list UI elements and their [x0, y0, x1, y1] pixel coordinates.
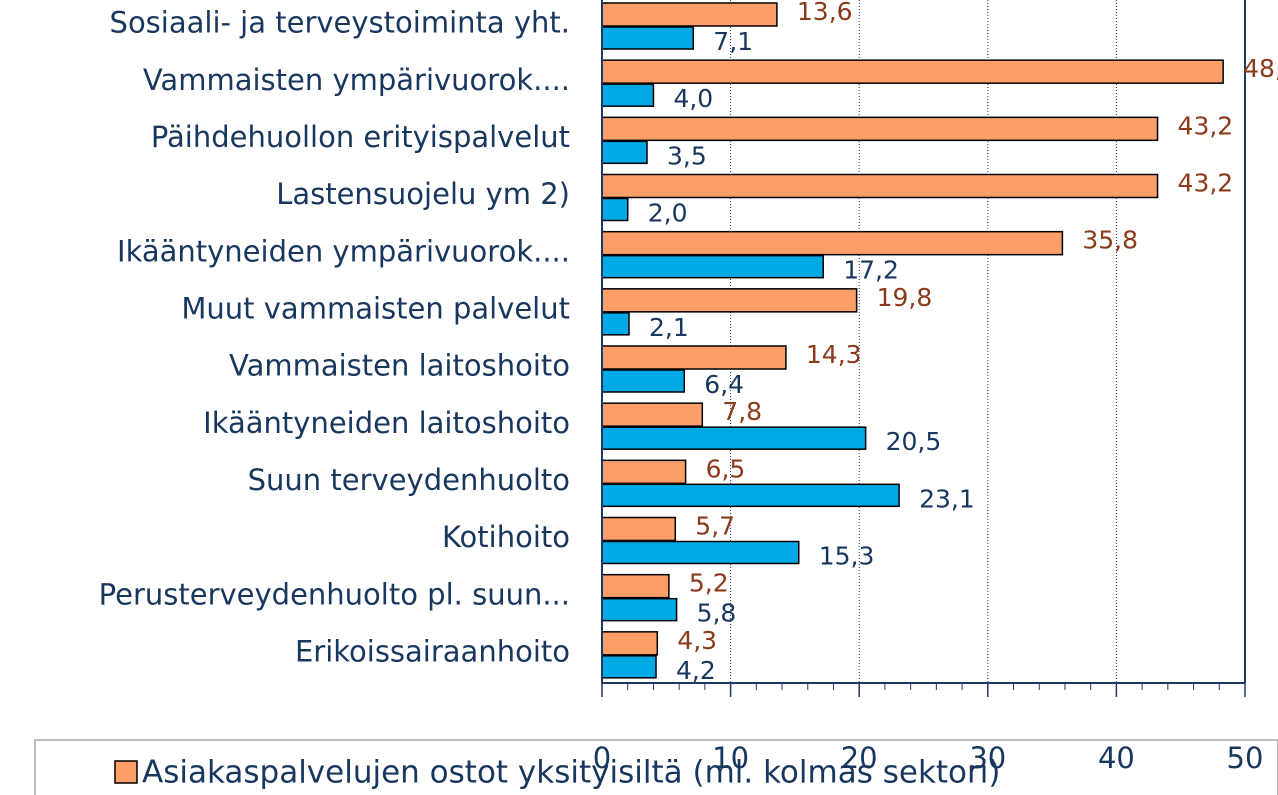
category-label: Erikoissairaanhoito — [295, 634, 570, 668]
bar — [601, 26, 695, 50]
bar — [601, 59, 1224, 84]
value-label: 15,3 — [819, 542, 875, 571]
value-label: 20,5 — [886, 427, 942, 456]
value-label: 5,2 — [689, 569, 729, 598]
value-label: 3,5 — [667, 141, 707, 170]
value-label: 6,4 — [704, 370, 744, 399]
bar — [601, 573, 670, 599]
x-tick-label: 0 — [593, 741, 611, 775]
value-label: 13,6 — [797, 0, 853, 26]
x-tick-label: 10 — [712, 741, 749, 775]
bar — [601, 459, 687, 485]
category-label: Perusterveydenhuolto pl. suun... — [99, 577, 570, 611]
category-label: Vammaisten ympärivuorok.... — [143, 63, 570, 97]
bar — [601, 402, 704, 427]
bar — [601, 345, 787, 370]
value-label: 23,1 — [919, 484, 975, 513]
bar — [601, 83, 655, 107]
bar — [601, 540, 800, 565]
bar — [601, 597, 678, 622]
legend-box — [34, 739, 1278, 795]
legend-label: Asiakaspalvelujen ostot yksityisiltä (ml… — [142, 755, 1000, 791]
value-label: 2,0 — [648, 199, 688, 228]
bar — [601, 369, 686, 393]
category-label: Vammaisten laitoshoito — [229, 349, 570, 383]
value-label: 48,3 — [1243, 54, 1278, 83]
category-label: Päihdehuollon erityispalvelut — [151, 120, 570, 154]
value-label: 7,1 — [713, 27, 753, 56]
value-label: 5,7 — [695, 512, 735, 541]
legend-swatch — [114, 760, 138, 784]
category-label: Ikääntyneiden ympärivuorok.... — [117, 234, 570, 268]
bar — [601, 116, 1159, 142]
category-label: Suun terveydenhuolto — [248, 463, 570, 497]
bar — [601, 2, 778, 27]
bar — [601, 173, 1159, 199]
bar — [601, 288, 858, 313]
bar — [601, 254, 824, 279]
value-label: 4,2 — [676, 656, 716, 685]
bar — [601, 140, 648, 165]
category-label: Ikääntyneiden laitoshoito — [203, 406, 570, 440]
bar — [601, 426, 867, 450]
category-label: Sosiaali- ja terveystoiminta yht. — [110, 6, 570, 40]
value-label: 19,8 — [877, 283, 933, 312]
value-label: 43,2 — [1178, 169, 1234, 198]
x-tick-label: 40 — [1098, 741, 1135, 775]
bar — [601, 516, 677, 542]
value-label: 4,0 — [673, 84, 713, 113]
bar — [601, 230, 1064, 256]
value-label: 14,3 — [806, 340, 862, 369]
category-label: Kotihoito — [442, 520, 570, 554]
value-label: 35,8 — [1082, 226, 1138, 255]
bar — [601, 197, 629, 222]
value-label: 7,8 — [722, 397, 762, 426]
value-label: 4,3 — [677, 626, 717, 655]
x-tick-label: 20 — [841, 741, 878, 775]
bar — [601, 655, 657, 679]
bar — [601, 483, 900, 508]
bar — [601, 312, 630, 336]
value-label: 43,2 — [1178, 111, 1234, 140]
category-label: Lastensuojelu ym 2) — [276, 177, 570, 211]
value-label: 2,1 — [649, 313, 689, 342]
value-label: 6,5 — [706, 454, 746, 483]
value-label: 5,8 — [697, 599, 737, 628]
bar — [601, 631, 659, 656]
value-label: 17,2 — [843, 256, 899, 285]
x-tick-label: 30 — [969, 741, 1006, 775]
x-tick-label: 50 — [1227, 741, 1264, 775]
category-label: Muut vammaisten palvelut — [181, 291, 570, 325]
